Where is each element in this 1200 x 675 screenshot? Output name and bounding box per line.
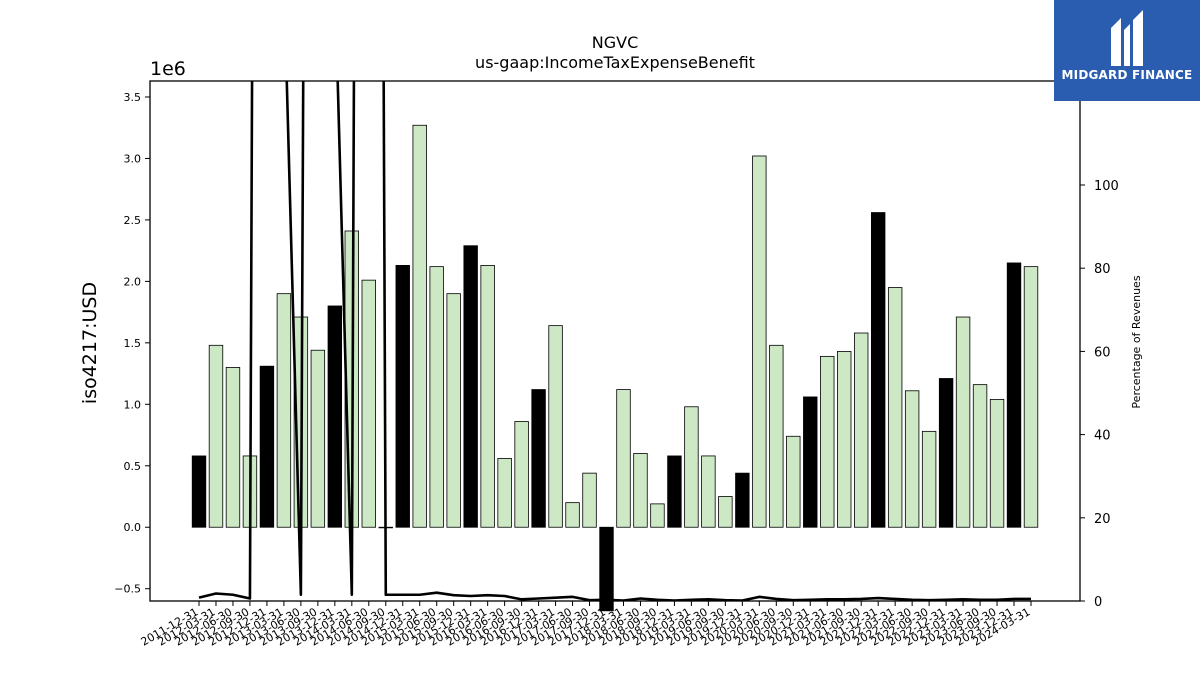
bar [989, 398, 1005, 528]
bar [531, 389, 546, 528]
y-tick-label: 1.0 [124, 398, 142, 411]
y2-axis-label: Percentage of Revenues [1130, 275, 1143, 408]
bar [514, 421, 529, 528]
bar [565, 502, 580, 528]
y2-tick-label: 100 [1094, 179, 1119, 194]
bar [820, 355, 835, 528]
bar [955, 316, 971, 528]
y-axis-label: iso4217:USD [79, 282, 101, 404]
y-tick-label: 0.0 [124, 521, 142, 534]
bar [938, 378, 954, 528]
bar [361, 279, 376, 528]
series-line [198, 81, 1031, 601]
bar [599, 526, 614, 612]
bar [463, 245, 478, 528]
bar [225, 367, 241, 528]
bar [769, 344, 784, 528]
chart-title: NGVC [592, 33, 638, 52]
y-tick-label: 2.5 [124, 214, 142, 227]
bar [752, 155, 767, 528]
bar [276, 293, 292, 528]
y2-tick-label: 60 [1094, 345, 1111, 360]
bar [497, 457, 512, 528]
y2-tick-label: 0 [1094, 595, 1102, 610]
bar [735, 472, 750, 528]
y-tick-label: −0.5 [114, 583, 141, 596]
y2-tick-label: 20 [1094, 512, 1111, 527]
bar [684, 406, 699, 528]
y-offset-label: 1e6 [150, 58, 186, 80]
bar [854, 332, 869, 528]
axes-group: −0.5 0.0 0.5 1.0 1.5 2.0 2.5 3.0 3.5 0 20 40 60 80 100… [114, 91, 1119, 649]
bar [1023, 266, 1039, 528]
bar [870, 212, 886, 528]
logo-icon [1111, 10, 1143, 66]
bar [718, 496, 733, 528]
y-tick-label: 3.5 [124, 91, 142, 104]
y-tick-label: 2.0 [124, 275, 142, 288]
logo-text: MIDGARD FINANCE [1061, 68, 1193, 82]
line-group [198, 81, 1031, 601]
bar [616, 389, 631, 528]
bar [972, 384, 988, 528]
bar [803, 396, 818, 528]
bar [921, 430, 937, 528]
bar [650, 503, 665, 528]
bar [259, 365, 275, 528]
y-tick-label: 3.0 [124, 152, 142, 165]
y-tick-label: 1.5 [124, 337, 142, 350]
bar [446, 293, 461, 528]
bar [412, 124, 427, 528]
bar [1006, 262, 1022, 528]
chart-subtitle: us-gaap:IncomeTaxExpenseBenefit [475, 53, 755, 72]
bar [191, 455, 207, 528]
y-tick-label: 0.5 [124, 460, 142, 473]
bar [429, 266, 444, 528]
y2-tick-label: 80 [1094, 262, 1111, 277]
y2-tick-label: 40 [1094, 429, 1111, 444]
bars-group [191, 124, 1039, 612]
bar [887, 287, 903, 528]
bar [633, 453, 648, 528]
bar [548, 325, 563, 528]
bar [904, 390, 920, 528]
bar [395, 264, 410, 528]
bar [837, 351, 852, 528]
bar [208, 344, 224, 528]
bar [667, 455, 682, 528]
brand-logo: MIDGARD FINANCE [1054, 0, 1200, 101]
bar [327, 305, 343, 528]
bar [582, 472, 597, 528]
bar [786, 435, 801, 528]
bar [310, 349, 326, 528]
bar [480, 264, 495, 528]
bar [701, 455, 716, 528]
plot-frame [149, 80, 1081, 602]
